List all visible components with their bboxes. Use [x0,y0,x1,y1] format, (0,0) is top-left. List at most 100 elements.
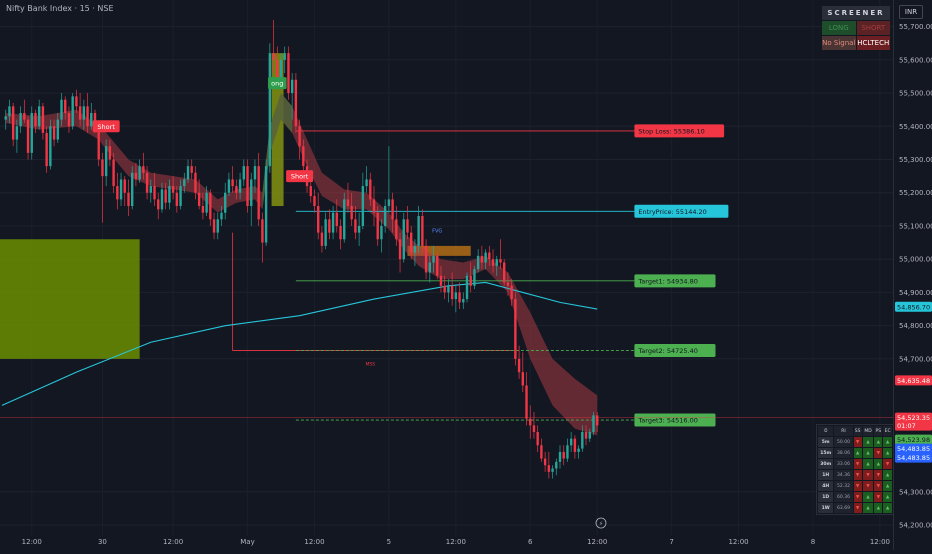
candle-body [216,219,219,233]
candle-body [424,245,428,273]
mtf-signal-cell: ▲ [861,447,875,459]
lightning-glyph: ⚡ [599,521,603,528]
candle-body [116,186,119,200]
y-tick-label: 55,400.00 [899,123,932,131]
y-tick-label: 55,700.00 [899,23,932,31]
candle-body [11,106,15,140]
candle-body [320,232,324,246]
candle-body [302,146,305,167]
candle-body [183,179,186,187]
candle-body [197,192,201,207]
candle-body [78,106,82,120]
candle-body [410,232,413,253]
candle-body [592,415,595,432]
stop-label: Stop Loss: 55386.10 [638,127,704,135]
mtf-signal-cell: ▼ [873,447,884,459]
candle-body [428,262,431,273]
candle-body [317,206,320,233]
mtf-signal-cell: ▼ [852,491,863,503]
mtf-signal-cell: ▲ [882,469,893,481]
mtf-signal-cell: ▼ [852,502,863,514]
candle-body [287,53,290,94]
mtf-rsi: 50.00 [833,436,854,448]
candle-body [447,285,450,293]
candle-body [558,451,562,462]
price-axis: 55,700.00 55,600.00 55,500.00 55,400.00 55,3… [893,0,932,550]
target3-tag [634,413,716,427]
stop-tag [634,124,725,138]
candle-body [324,219,327,246]
mtf-signal-cell: ▼ [852,458,863,470]
mtf-header-cell: MD [861,425,875,437]
candle-body [573,438,577,452]
candle-body [506,282,510,286]
candle-body [436,255,439,276]
x-tick-label: May [240,538,254,546]
y-tick-label: 54,200.00 [899,522,932,530]
x-tick-label: 30 [98,538,107,546]
price-tag [895,301,932,312]
candle-body [93,112,97,127]
screener-symbol: HCLTECH [856,36,890,50]
candle-body [264,166,268,243]
bos-label: BOS [243,220,252,225]
mtf-timeframe: 30m [816,458,835,470]
candle-body [19,112,22,127]
candle-body [190,166,193,173]
candles [4,19,599,479]
candle-body [238,179,242,193]
candle-body [26,119,30,153]
candle-body [290,79,294,94]
candle-body [380,225,383,240]
candle-body [521,372,524,386]
candle-body [376,212,379,240]
ema-path [1,281,598,406]
candle-body [86,106,89,127]
candle-body [186,166,190,180]
candle-body [298,126,301,147]
mtf-signal-cell: ▼ [873,491,884,503]
x-tick-label: 12:00 [587,538,607,546]
candle-body [458,292,461,303]
candle-body [127,192,130,207]
y-tick-label: 54,700.00 [899,355,932,363]
candle-body [168,186,171,203]
currency-badge[interactable]: INR [899,5,923,19]
candle-body [514,299,517,359]
price-tag-label: 54,483.85 [897,454,930,462]
signal-label: Short [291,173,309,181]
candle-body [361,186,365,226]
x-tick-label: 6 [528,538,533,546]
candle-body [145,172,149,193]
mtf-rsi: 38.06 [833,447,854,459]
candle-body [331,212,335,233]
candle-body [439,275,443,286]
candle-body [123,179,126,193]
signal-label: Short [97,123,115,131]
candle-body [224,192,227,213]
mtf-table: ⏱ RI SS MD PS EC 5m 50.00 ▼ ▲ ▲ ▲ 15m 38.06 ▲ ▲ ▼ ▲ 30m 33.… [816,424,894,515]
target2-tag [634,343,716,357]
mtf-signal-cell: ▲ [861,491,875,503]
mtf-signal-cell: ▼ [882,458,893,470]
candle-body [67,112,71,127]
candle-body [555,461,558,469]
candle-body [577,448,580,452]
candle-body [268,53,272,167]
candle-body [398,239,402,260]
candle-body [272,53,275,60]
candle-body [194,172,197,193]
candle-body [246,166,249,207]
candle-body [23,112,26,120]
entry-label: EntryPrice: 55144.20 [638,208,706,216]
candle-body [179,186,182,207]
x-tick-label: 12:00 [163,538,183,546]
x-tick-label: 12:00 [22,538,42,546]
mtf-timeframe: 4H [816,480,835,492]
y-tick-label: 54,800.00 [899,322,932,330]
candle-body [142,166,145,173]
target1-label: Target1: 54934.80 [637,277,698,285]
mtf-header-cell: ⏱ [816,425,835,437]
